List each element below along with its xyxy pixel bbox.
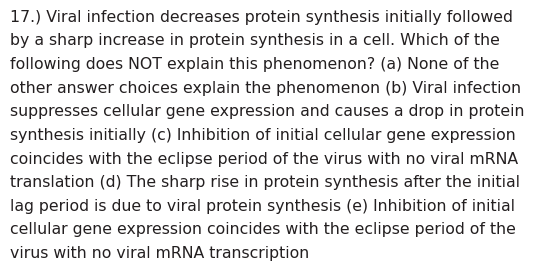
Text: translation (d) The sharp rise in protein synthesis after the initial: translation (d) The sharp rise in protei… [10,175,520,190]
Text: lag period is due to viral protein synthesis (e) Inhibition of initial: lag period is due to viral protein synth… [10,199,515,214]
Text: coincides with the eclipse period of the virus with no viral mRNA: coincides with the eclipse period of the… [10,152,518,166]
Text: virus with no viral mRNA transcription: virus with no viral mRNA transcription [10,246,309,261]
Text: 17.) Viral infection decreases protein synthesis initially followed: 17.) Viral infection decreases protein s… [10,10,513,24]
Text: suppresses cellular gene expression and causes a drop in protein: suppresses cellular gene expression and … [10,104,525,119]
Text: other answer choices explain the phenomenon (b) Viral infection: other answer choices explain the phenome… [10,81,521,95]
Text: synthesis initially (c) Inhibition of initial cellular gene expression: synthesis initially (c) Inhibition of in… [10,128,516,143]
Text: by a sharp increase in protein synthesis in a cell. Which of the: by a sharp increase in protein synthesis… [10,33,500,48]
Text: following does NOT explain this phenomenon? (a) None of the: following does NOT explain this phenomen… [10,57,499,72]
Text: cellular gene expression coincides with the eclipse period of the: cellular gene expression coincides with … [10,222,516,237]
